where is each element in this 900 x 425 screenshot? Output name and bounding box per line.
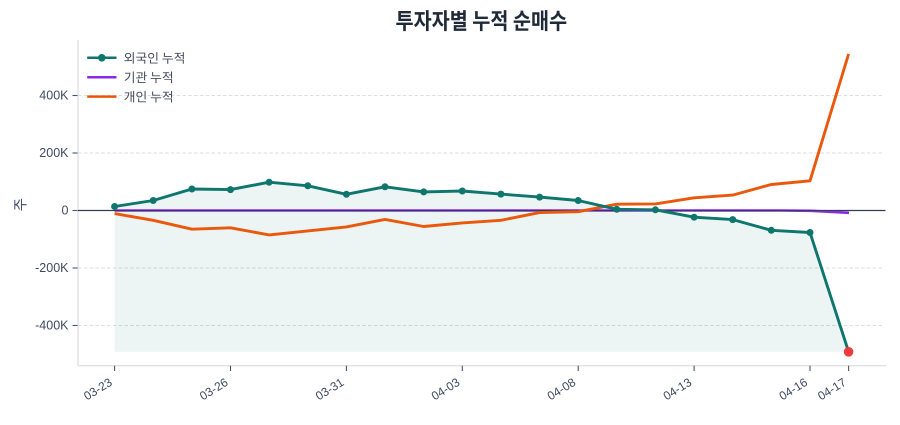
svg-text:400K: 400K xyxy=(39,88,69,102)
svg-text:200K: 200K xyxy=(39,146,69,160)
svg-text:-200K: -200K xyxy=(35,261,69,275)
svg-text:0: 0 xyxy=(62,203,69,217)
svg-text:-400K: -400K xyxy=(35,318,69,332)
